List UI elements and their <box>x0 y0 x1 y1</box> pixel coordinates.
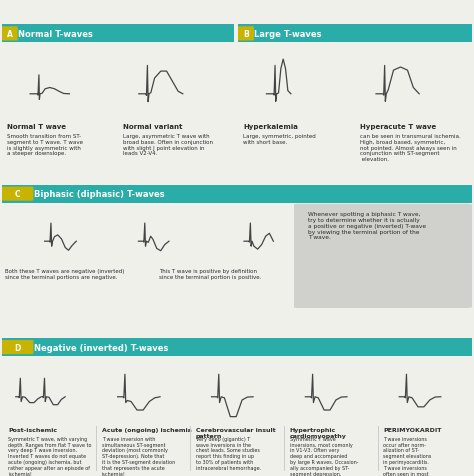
Bar <box>378 426 379 471</box>
Text: Post-ischemic: Post-ischemic <box>8 427 57 432</box>
Text: C: C <box>15 190 20 198</box>
FancyBboxPatch shape <box>1 340 33 355</box>
Text: Large, symmetric, pointed
with short base.: Large, symmetric, pointed with short bas… <box>243 134 316 145</box>
Text: Symmetric T wave, with varying
depth. Ranges from flat T wave to
very deep T wav: Symmetric T wave, with varying depth. Ra… <box>8 436 91 476</box>
Text: Normal T wave: Normal T wave <box>7 123 66 129</box>
Text: T wave inversion with
simultaneous ST-segment
deviation (most commonly
ST-depres: T wave inversion with simultaneous ST-se… <box>102 436 175 476</box>
Text: B: B <box>243 30 249 39</box>
Text: Negative (inverted) T-waves: Negative (inverted) T-waves <box>34 343 169 352</box>
Text: D: D <box>14 343 20 352</box>
Text: Large, asymmetric T wave with
broad base. Often in conjunction
with slight J poi: Large, asymmetric T wave with broad base… <box>123 134 213 156</box>
Bar <box>96 426 97 471</box>
Text: Normal variant: Normal variant <box>123 123 182 129</box>
Text: Very deep (gigantic) T
wave inversions in the
chest leads. Some studies
report t: Very deep (gigantic) T wave inversions i… <box>196 436 261 470</box>
Text: PERIMYOKARDIT: PERIMYOKARDIT <box>383 427 442 432</box>
Text: Cerebrovascular insult
pattern: Cerebrovascular insult pattern <box>196 427 275 438</box>
FancyBboxPatch shape <box>238 27 254 41</box>
Text: Hyperacute T wave: Hyperacute T wave <box>360 123 436 129</box>
Text: Smooth transition from ST-
segment to T wave. T wave
is slightly asymmetric with: Smooth transition from ST- segment to T … <box>7 134 83 156</box>
Text: T wave inversions
occur after norm-
alization of ST-
segment elevations
in perim: T wave inversions occur after norm- aliz… <box>383 436 432 476</box>
Text: Acute (ongoing) ischemia: Acute (ongoing) ischemia <box>102 427 191 432</box>
FancyBboxPatch shape <box>292 204 474 308</box>
Text: Normal T-waves: Normal T-waves <box>18 30 93 39</box>
Text: A: A <box>7 30 13 39</box>
FancyBboxPatch shape <box>1 187 33 201</box>
Text: Symmetric T wave
inversions, most comonly
in V1-V3. Often very
deep and accompan: Symmetric T wave inversions, most comonl… <box>290 436 358 476</box>
FancyBboxPatch shape <box>2 27 18 41</box>
Text: Hyperkalemia: Hyperkalemia <box>243 123 298 129</box>
Bar <box>284 426 285 471</box>
Text: Whenever spotting a biphasic T wave,
try to determine whether it is actually
a p: Whenever spotting a biphasic T wave, try… <box>308 212 426 240</box>
Text: This T wave is positive by definition
since the terminal portion is positive.: This T wave is positive by definition si… <box>159 269 261 279</box>
Text: Hypertrophic
cardiomyopathy: Hypertrophic cardiomyopathy <box>290 427 346 438</box>
Text: Both these T waves are negative (inverted)
since the terminal portions are negat: Both these T waves are negative (inverte… <box>5 269 125 279</box>
Text: can be seen in transmural ischemia.
High, broad based, symmetric,
not pointed. A: can be seen in transmural ischemia. High… <box>360 134 460 162</box>
Text: Biphasic (diphasic) T-waves: Biphasic (diphasic) T-waves <box>34 190 165 198</box>
Text: Large T-waves: Large T-waves <box>254 30 322 39</box>
Bar <box>190 426 191 471</box>
